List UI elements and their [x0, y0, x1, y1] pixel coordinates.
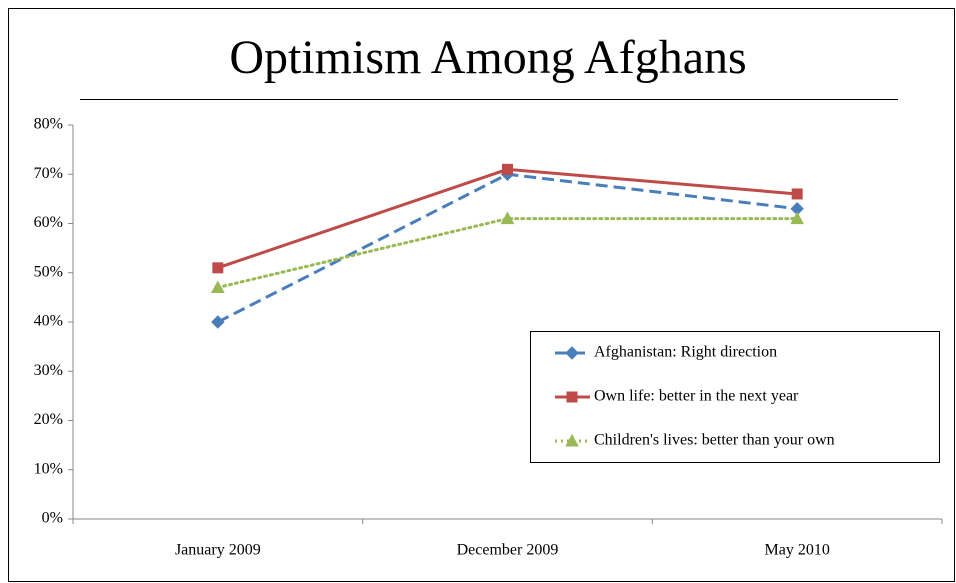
data-point: [500, 211, 515, 225]
y-tick-label: 80%: [34, 116, 63, 133]
y-tick-label: 10%: [34, 460, 63, 477]
x-tick-label: May 2010: [765, 542, 830, 559]
y-tick-label: 50%: [34, 263, 63, 280]
y-tick-label: 70%: [34, 165, 63, 182]
legend-label: Own life: better in the next year: [594, 388, 799, 405]
legend-marker: [566, 391, 578, 403]
data-point: [212, 262, 224, 274]
chart-title: Optimism Among Afghans: [229, 31, 746, 84]
legend-label: Children's lives: better than your own: [594, 432, 835, 449]
y-tick-label: 40%: [34, 313, 63, 330]
data-point: [210, 280, 225, 294]
data-point: [211, 315, 225, 329]
data-point: [502, 163, 513, 175]
data-point: [791, 188, 803, 200]
x-tick-label: January 2009: [175, 542, 261, 559]
series-line: [216, 217, 799, 290]
legend-marker: [565, 433, 579, 447]
y-tick-label: 0%: [42, 510, 63, 527]
y-tick-label: 60%: [34, 214, 63, 231]
data-point: [790, 211, 805, 225]
frame: [8, 8, 955, 582]
y-tick-label: 20%: [34, 411, 63, 428]
legend-box: [530, 331, 940, 463]
series-line: [217, 172, 798, 324]
legend-label: Afghanistan: Right direction: [594, 344, 777, 361]
legend-marker: [565, 346, 579, 360]
x-tick-label: December 2009: [457, 542, 559, 559]
y-tick-label: 30%: [34, 362, 63, 379]
